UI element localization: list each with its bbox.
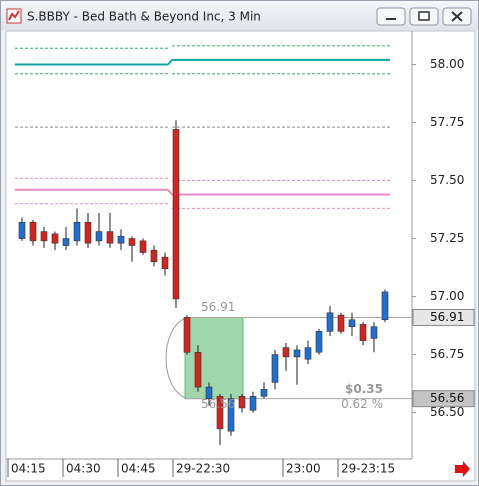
candle-body: [62, 238, 70, 246]
measure-bracket: [165, 316, 188, 400]
y-tick-label: 58.00: [430, 57, 464, 71]
candle-body: [18, 221, 26, 239]
candle-body: [227, 398, 235, 432]
candle-body: [73, 221, 81, 242]
price-marker: [412, 390, 475, 408]
candle-body: [84, 221, 92, 244]
candle-body: [271, 354, 279, 383]
x-tick-label: 04:15: [11, 462, 46, 476]
price-marker-label: 56.91: [430, 310, 464, 324]
candle-body: [359, 324, 367, 341]
candle-body: [40, 231, 48, 242]
candle-body: [29, 221, 37, 242]
candle-body: [337, 314, 345, 332]
candle-body: [249, 396, 257, 411]
window-title: S.BBBY - Bed Bath & Beyond Inc, 3 Min: [27, 10, 261, 24]
price-marker-label: 56.56: [430, 391, 464, 405]
chart-panel: [5, 30, 476, 482]
y-tick-label: 57.25: [430, 231, 464, 245]
x-tick-label: 29-22:30: [176, 462, 230, 476]
overlay-connector: [167, 59, 173, 66]
y-tick-label: 56.50: [430, 405, 464, 419]
candle-body: [315, 331, 323, 353]
candle-body: [238, 396, 246, 409]
price-marker: [412, 308, 475, 326]
candle-body: [161, 256, 169, 270]
y-tick-label: 57.50: [430, 173, 464, 187]
candle-body: [172, 129, 180, 300]
scroll-right-arrow[interactable]: [455, 461, 470, 477]
candle-body: [139, 240, 147, 253]
candle-body: [128, 238, 136, 246]
overlay-connector: [167, 189, 173, 196]
minimize-button[interactable]: [376, 7, 406, 26]
close-button[interactable]: [442, 7, 472, 26]
candle-body: [293, 349, 301, 358]
restore-button[interactable]: [409, 7, 439, 26]
candle-body: [51, 233, 59, 244]
y-tick-label: 57.75: [430, 115, 464, 129]
candle-body: [95, 231, 103, 242]
x-tick-label: 04:45: [121, 462, 156, 476]
candle-body: [326, 312, 334, 332]
candle-body: [106, 231, 114, 244]
candle-body: [216, 396, 224, 430]
app-icon: [6, 8, 22, 24]
candle-body: [260, 389, 268, 397]
candle-body: [348, 319, 356, 328]
candle-body: [117, 235, 125, 244]
measure-high-label: 56.91: [201, 300, 235, 314]
candle-body: [205, 386, 213, 399]
measure-change: $0.35: [345, 382, 383, 396]
candle-body: [183, 317, 191, 353]
candle-body: [194, 351, 202, 388]
measure-low-label: 56.56: [201, 397, 235, 411]
measure-box: [184, 316, 244, 400]
candle-body: [150, 249, 158, 263]
candle-body: [381, 291, 389, 321]
candle-body: [370, 326, 378, 339]
y-tick-label: 56.75: [430, 347, 464, 361]
candle-body: [304, 347, 312, 360]
x-tick-label: 04:30: [66, 462, 101, 476]
x-tick-label: 29-23:15: [341, 462, 395, 476]
x-tick-label: 23:00: [286, 462, 321, 476]
y-tick-label: 57.00: [430, 289, 464, 303]
measure-percent: 0.62 %: [341, 397, 383, 411]
candle-body: [282, 347, 290, 358]
